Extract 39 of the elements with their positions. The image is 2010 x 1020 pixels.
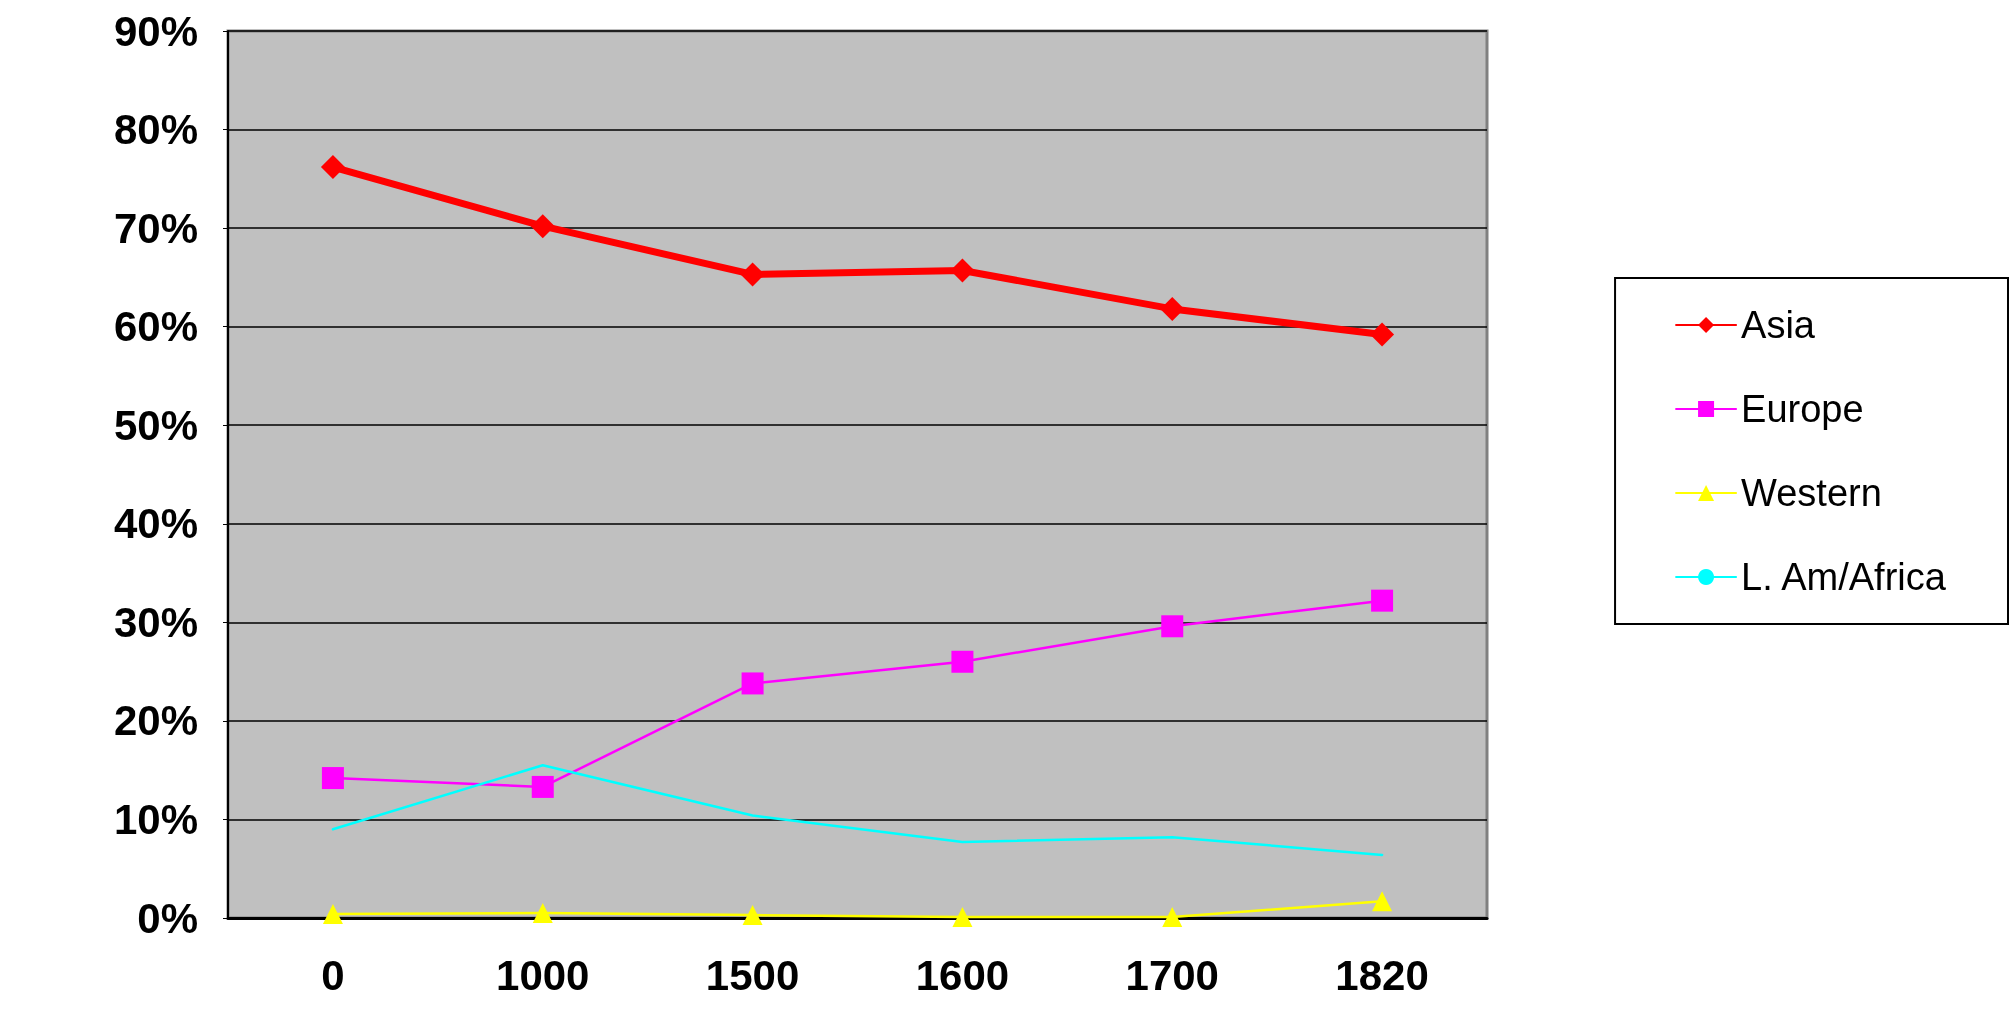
y-tick-label: 20% — [113, 697, 198, 745]
x-tick-label: 1700 — [1125, 951, 1219, 999]
y-tick-label: 10% — [113, 795, 198, 843]
x-tick-label: 1000 — [496, 951, 590, 999]
x-tick-label: 1820 — [1335, 951, 1429, 999]
x-tick-label: 0 — [321, 951, 345, 999]
y-tick-label: 70% — [113, 204, 198, 252]
y-tick-label: 80% — [113, 106, 198, 154]
point — [741, 672, 764, 695]
point — [532, 903, 553, 924]
point — [952, 907, 973, 928]
point — [742, 905, 763, 926]
point — [1160, 296, 1185, 321]
point — [1162, 907, 1183, 928]
y-tick-label: 30% — [113, 598, 198, 646]
x-tick-label: 1600 — [915, 951, 1010, 999]
point — [1372, 891, 1393, 912]
point — [1370, 322, 1395, 347]
y-tick-label: 0% — [137, 894, 198, 942]
y-tick-label: 50% — [113, 401, 198, 449]
point — [320, 155, 345, 180]
x-tick-label: 1500 — [705, 951, 800, 999]
y-tick-label: 40% — [113, 500, 198, 548]
point — [950, 258, 975, 283]
legend-label: L. Am/Africa — [1741, 556, 1947, 598]
point — [951, 650, 974, 673]
y-tick-label: 90% — [113, 7, 198, 55]
point — [740, 262, 765, 287]
point — [530, 214, 555, 239]
y-tick-label: 60% — [113, 303, 198, 351]
point — [1371, 589, 1394, 612]
legend-label: Europe — [1741, 388, 1864, 430]
point — [531, 775, 554, 798]
point — [322, 904, 343, 925]
point — [321, 767, 344, 790]
legend-label: Asia — [1741, 304, 1816, 346]
point — [1161, 615, 1184, 638]
line-series — [331, 763, 1384, 857]
legend-label: Western — [1741, 472, 1882, 514]
